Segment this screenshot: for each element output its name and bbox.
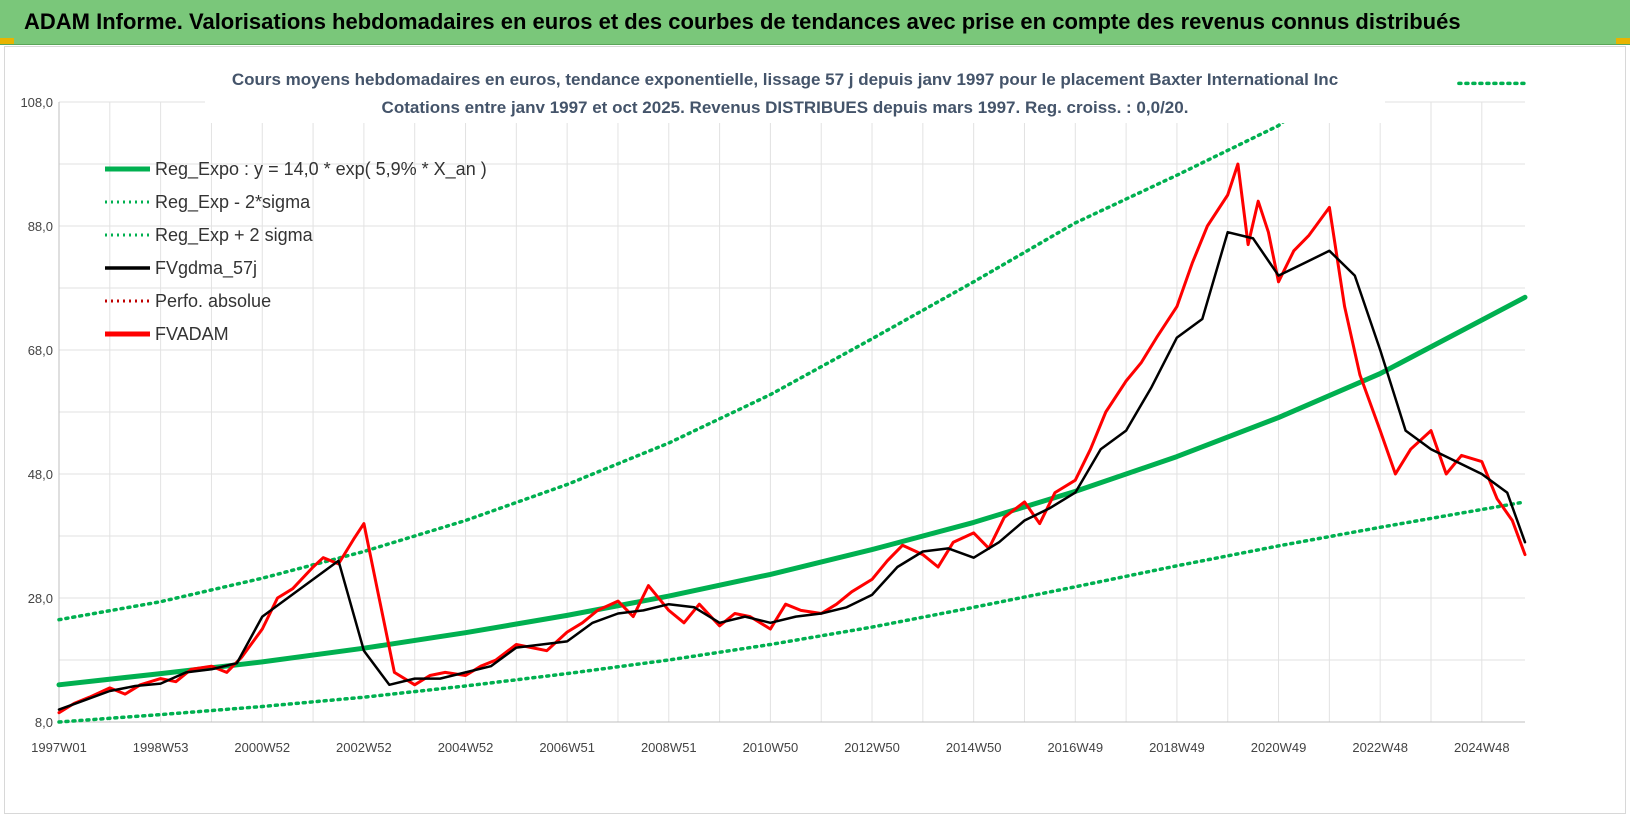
legend-label: FVgdma_57j [155,258,257,279]
y-tick-label: 48,0 [28,467,53,482]
chart-subtitle: Cotations entre janv 1997 et oct 2025. R… [382,98,1189,117]
series-line [57,230,1527,711]
x-tick-label: 2008W51 [641,740,697,755]
series-layer [56,81,1528,724]
series-line [56,294,1528,688]
x-tick-label: 2016W49 [1047,740,1103,755]
legend-label: Reg_Exp - 2*sigma [155,192,311,213]
chart-title: Cours moyens hebdomadaires en euros, ten… [232,70,1338,89]
x-tick-label: 2004W52 [438,740,494,755]
legend-label: Reg_Exp + 2 sigma [155,225,314,246]
chart-legend: Reg_Expo : y = 14,0 * exp( 5,9% * X_an )… [105,159,487,344]
x-tick-label: 2014W50 [946,740,1002,755]
y-tick-label: 68,0 [28,343,53,358]
x-tick-label: 2022W48 [1352,740,1408,755]
legend-label: Perfo. absolue [155,291,271,311]
corner-marker [1616,38,1630,44]
x-tick-label: 2006W51 [539,740,595,755]
y-tick-label: 28,0 [28,591,53,606]
legend-label: FVADAM [155,324,229,344]
price-chart: 8,0 28,0 48,0 68,0 88,0 108,0 1997W01 1998W53 20… [20,61,1528,755]
legend-label: Reg_Expo : y = 14,0 * exp( 5,9% * X_an ) [155,159,487,180]
x-tick-label: 2024W48 [1454,740,1510,755]
x-tick-label: 2010W50 [743,740,799,755]
x-tick-label: 1997W01 [31,740,87,755]
corner-marker [0,38,14,44]
chart-title-background [205,61,1385,123]
y-tick-label: 8,0 [35,715,53,730]
series-line [57,103,1306,622]
series-line [57,500,1527,724]
report-header-bar: ADAM Informe. Valorisations hebdomadaire… [0,0,1630,45]
y-tick-label: 108,0 [20,95,53,110]
y-tick-label: 88,0 [28,219,53,234]
report-title: ADAM Informe. Valorisations hebdomadaire… [24,9,1461,34]
x-tick-label: 2002W52 [336,740,392,755]
x-tick-label: 2012W50 [844,740,900,755]
x-tick-label: 2018W49 [1149,740,1205,755]
x-tick-label: 2000W52 [234,740,290,755]
x-tick-label: 1998W53 [133,740,189,755]
chart-frame: 8,0 28,0 48,0 68,0 88,0 108,0 1997W01 1998W53 20… [4,46,1626,814]
series-line [57,162,1527,715]
x-tick-label: 2020W49 [1251,740,1307,755]
